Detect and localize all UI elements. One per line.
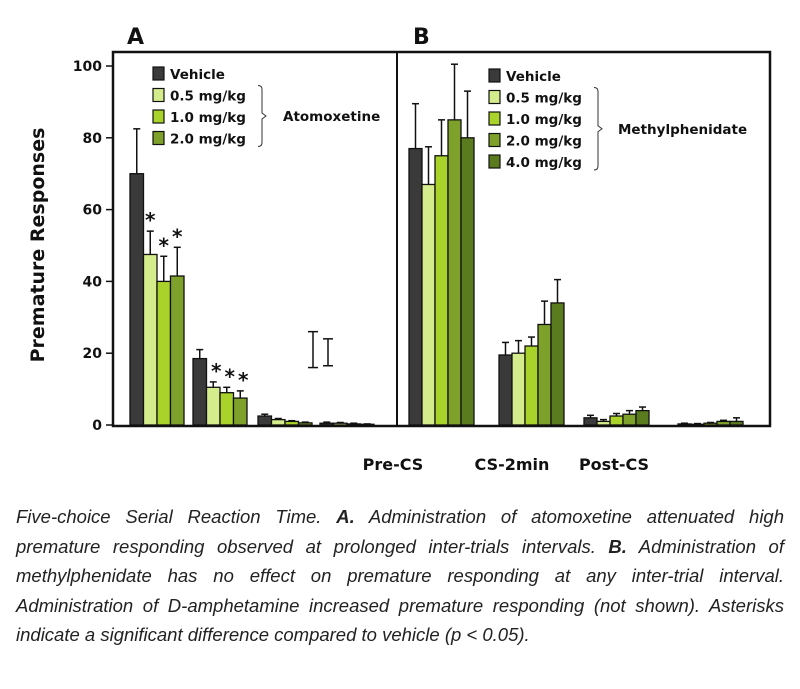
legend-swatch xyxy=(152,66,165,81)
legend-label: 4.0 mg/kg xyxy=(506,155,582,171)
bar-0-5-mg-kg xyxy=(596,420,611,426)
legend-label: 2.0 mg/kg xyxy=(170,132,246,148)
bar-1-0-mg-kg xyxy=(346,423,362,426)
bar-0-5-mg-kg xyxy=(205,386,221,426)
bar-2-0-mg-kg xyxy=(622,413,637,426)
legend-brace xyxy=(593,87,603,171)
panel-label-a: A xyxy=(127,25,144,50)
legend-label: 0.5 mg/kg xyxy=(170,89,246,105)
y-tick-label: 20 xyxy=(83,346,103,362)
caption-label-a: A. xyxy=(336,506,355,527)
bar-1-0-mg-kg xyxy=(156,280,172,426)
legend-label: 1.0 mg/kg xyxy=(506,112,582,128)
panel-label-b: B xyxy=(413,25,430,50)
bar-vehicle xyxy=(192,357,208,426)
legend-swatch xyxy=(152,87,165,103)
significance-asterisk: * xyxy=(211,359,222,383)
bar-2-0-mg-kg xyxy=(537,323,552,426)
caption-text-3: Administration of methylphenidate has no… xyxy=(16,535,784,646)
bar-0-5-mg-kg xyxy=(690,423,705,426)
significance-asterisk: * xyxy=(172,224,183,248)
bar-0-5-mg-kg xyxy=(142,253,158,426)
legend-label: Vehicle xyxy=(506,69,561,85)
legend-swatch xyxy=(152,109,165,124)
x-category-label: CS-2min xyxy=(475,455,550,474)
y-tick-label: 0 xyxy=(92,418,102,434)
bar-vehicle xyxy=(498,354,513,426)
legend-label: 0.5 mg/kg xyxy=(506,91,582,107)
bar-1-0-mg-kg xyxy=(703,422,718,426)
caption-text-2: Administration of atomoxetine attenuated… xyxy=(16,506,785,557)
legend-brace xyxy=(257,85,267,147)
bar-2-0-mg-kg xyxy=(169,275,185,426)
bar-0-5-mg-kg xyxy=(511,352,526,426)
bar-vehicle xyxy=(583,417,598,426)
significance-asterisk: * xyxy=(225,364,236,388)
bar-2-0-mg-kg xyxy=(297,422,313,426)
bar-4-0-mg-kg xyxy=(460,137,475,426)
bar-4-0-mg-kg xyxy=(635,409,650,426)
bar-1-0-mg-kg xyxy=(284,420,300,426)
bar-4-0-mg-kg xyxy=(729,420,744,426)
bar-0-5-mg-kg xyxy=(270,418,286,426)
figure-caption: Five-choice Serial Reaction Time. A. Adm… xyxy=(16,502,784,650)
x-category-label: Post-CS xyxy=(579,455,649,474)
bar-chart: 0 20 40 60 80 100 Premature Responses A B Pre-CS C… xyxy=(27,25,772,474)
significance-asterisk: * xyxy=(145,208,156,232)
legend-swatch xyxy=(488,89,501,105)
plot-frame xyxy=(111,50,772,428)
legend-swatch xyxy=(488,68,501,83)
y-tick-label: 40 xyxy=(83,274,103,290)
bar-1-0-mg-kg xyxy=(434,155,449,426)
bar-vehicle xyxy=(408,147,423,426)
y-tick-label: 80 xyxy=(83,131,103,147)
significance-asterisk: * xyxy=(238,368,249,392)
bar-2-0-mg-kg xyxy=(359,423,375,426)
legend-group-title: Methylphenidate xyxy=(618,122,747,138)
bar-1-0-mg-kg xyxy=(609,415,624,426)
bar-0-5-mg-kg xyxy=(421,183,436,426)
y-axis-label: Premature Responses xyxy=(27,128,49,363)
caption-text-1: Five-choice Serial Reaction Time. xyxy=(16,506,337,527)
legend-group-title: Atomoxetine xyxy=(283,109,380,125)
bar-1-0-mg-kg xyxy=(219,392,235,426)
legend-swatch xyxy=(488,154,501,169)
y-tick-label: 100 xyxy=(73,59,102,75)
caption-label-b: B. xyxy=(608,535,627,557)
legend-swatch xyxy=(488,132,501,148)
bar-0-5-mg-kg xyxy=(332,422,348,426)
bar-vehicle xyxy=(129,173,145,426)
bar-vehicle xyxy=(677,423,692,426)
legend-label: Vehicle xyxy=(170,67,225,83)
bar-vehicle xyxy=(319,422,335,426)
y-tick-label: 60 xyxy=(83,203,103,219)
bar-vehicle xyxy=(257,415,273,426)
bar-1-0-mg-kg xyxy=(524,345,539,426)
legend-swatch xyxy=(488,111,501,126)
bar-2-0-mg-kg xyxy=(716,420,731,426)
significance-asterisk: * xyxy=(159,233,170,257)
legend-label: 1.0 mg/kg xyxy=(170,110,246,126)
bar-2-0-mg-kg xyxy=(447,119,462,426)
legend-swatch xyxy=(152,130,165,146)
bar-4-0-mg-kg xyxy=(550,302,565,426)
x-category-label: Pre-CS xyxy=(363,455,424,474)
legend-label: 2.0 mg/kg xyxy=(506,134,582,150)
bar-2-0-mg-kg xyxy=(232,397,248,426)
